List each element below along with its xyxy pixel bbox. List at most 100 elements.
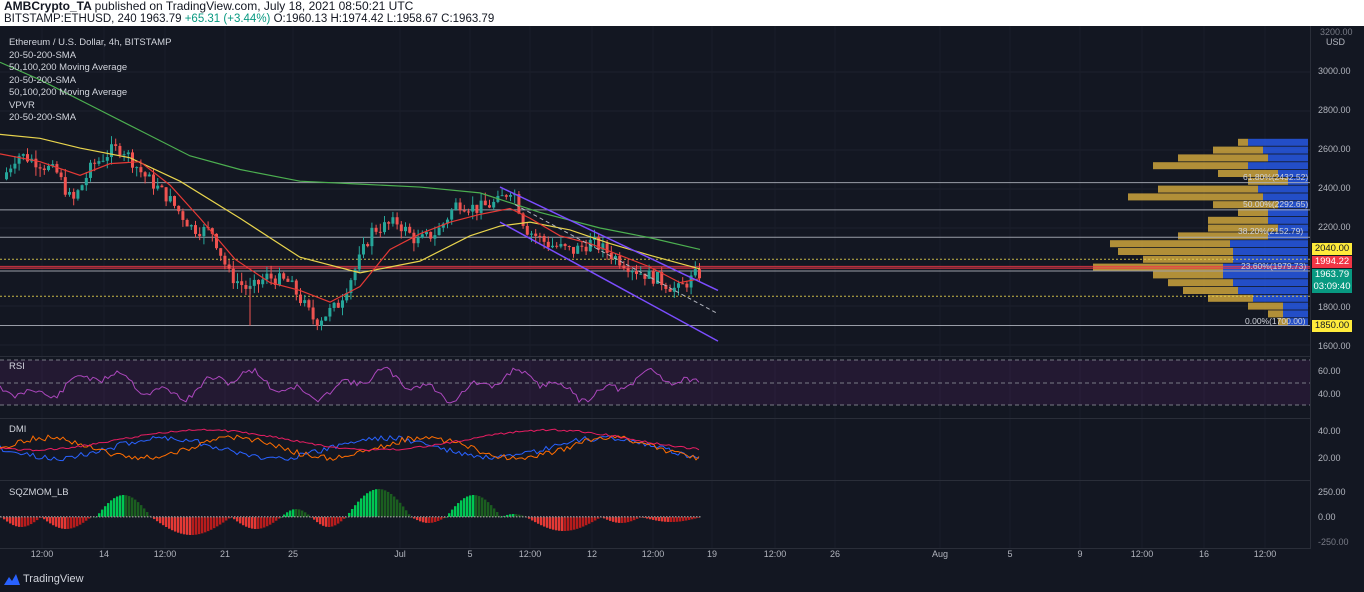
momentum-bar <box>537 517 540 524</box>
squeeze-dot <box>678 516 680 518</box>
momentum-bar <box>101 509 104 517</box>
candle-body <box>80 185 84 191</box>
squeeze-momentum-pane <box>0 489 701 535</box>
momentum-bar <box>564 517 567 531</box>
squeeze-dot <box>219 516 221 518</box>
momentum-bar <box>606 517 609 520</box>
momentum-bar <box>570 517 573 531</box>
candle-body <box>324 316 328 321</box>
chart-plot-area[interactable] <box>0 26 1310 549</box>
momentum-bar <box>643 517 646 518</box>
pane-separator[interactable] <box>0 418 1310 419</box>
candle-body <box>462 210 466 212</box>
squeeze-dot <box>240 516 242 518</box>
candle-body <box>597 236 601 250</box>
legend-item[interactable]: 20-50-200-SMA <box>9 50 77 61</box>
squeeze-dot <box>288 516 290 518</box>
candle-body <box>546 241 550 248</box>
momentum-bar <box>416 517 419 521</box>
candle-body <box>630 271 634 273</box>
momentum-bar <box>9 517 12 524</box>
squeeze-dot <box>312 516 314 518</box>
legend-item[interactable]: 50,100,200 Moving Average <box>9 62 128 73</box>
squeeze-dot <box>516 516 518 518</box>
squeeze-dot <box>153 516 155 518</box>
squeeze-dot <box>84 516 86 518</box>
channel-lower-line <box>499 221 719 342</box>
squeeze-dot <box>48 516 50 518</box>
price-axis[interactable] <box>1310 26 1364 549</box>
squeeze-dot <box>468 516 470 518</box>
squeeze-dot <box>120 516 122 518</box>
momentum-bar <box>125 495 128 517</box>
dmi-minus-line <box>0 434 700 462</box>
momentum-bar <box>328 517 331 527</box>
rsi-title[interactable]: RSI <box>9 361 25 372</box>
legend-item[interactable]: VPVR <box>9 100 35 111</box>
momentum-bar <box>396 499 399 517</box>
momentum-bar <box>591 517 594 523</box>
momentum-bar <box>481 497 484 517</box>
time-axis-label: 5 <box>1007 549 1013 559</box>
momentum-bar <box>316 517 319 523</box>
support-price-tag: 1850.00 <box>1312 320 1352 332</box>
momentum-bar <box>242 517 245 526</box>
candle-body <box>198 233 202 237</box>
squeeze-dot <box>453 516 455 518</box>
squeeze-dot <box>567 516 569 518</box>
candle-body <box>387 222 391 224</box>
sma-50-line <box>0 133 701 274</box>
squeeze-dot <box>510 516 512 518</box>
squeeze-dot <box>30 516 32 518</box>
sqzmom-title[interactable]: SQZMOM_LB <box>9 487 69 498</box>
author-name[interactable]: AMBCrypto_TA <box>4 0 92 13</box>
squeeze-dot <box>672 516 674 518</box>
squeeze-dot <box>0 516 2 518</box>
momentum-bar <box>67 517 70 529</box>
candle-body <box>362 244 365 255</box>
squeeze-dot <box>216 516 218 518</box>
pane-separator[interactable] <box>0 356 1310 357</box>
dmi-title[interactable]: DMI <box>9 424 27 435</box>
momentum-bar <box>140 505 143 517</box>
squeeze-dot <box>459 516 461 518</box>
momentum-bar <box>137 502 140 517</box>
rsi-axis-label: 60.00 <box>1318 366 1341 376</box>
vpvr-buy-bar <box>1278 201 1308 209</box>
squeeze-dot <box>606 516 608 518</box>
pane-separator[interactable] <box>0 480 1310 481</box>
rsi-pane <box>0 359 1310 406</box>
candle-body <box>660 272 664 286</box>
momentum-bar <box>621 517 624 523</box>
candle-body <box>147 174 151 177</box>
price-axis-label: 2800.00 <box>1318 105 1351 115</box>
squeeze-dot <box>168 516 170 518</box>
squeeze-dot <box>279 516 281 518</box>
momentum-bar <box>79 517 82 525</box>
squeeze-dot <box>597 516 599 518</box>
legend-item[interactable]: 20-50-200-SMA <box>9 112 77 123</box>
squeeze-dot <box>249 516 251 518</box>
squeeze-dot <box>444 516 446 518</box>
legend-item[interactable]: 20-50-200-SMA <box>9 75 77 86</box>
squeeze-dot <box>54 516 56 518</box>
momentum-bar <box>431 517 434 523</box>
squeeze-dot <box>123 516 125 518</box>
squeeze-dot <box>243 516 245 518</box>
squeeze-dot <box>618 516 620 518</box>
squeeze-dot <box>363 516 365 518</box>
candle-body <box>219 248 223 256</box>
vpvr-buy-bar <box>1263 146 1308 154</box>
brand-name[interactable]: TradingView <box>23 573 84 585</box>
momentum-bar <box>331 517 334 527</box>
vpvr-sell-bar <box>1208 294 1253 302</box>
squeeze-dot <box>573 516 575 518</box>
squeeze-dot <box>420 516 422 518</box>
legend-item[interactable]: 50,100,200 Moving Average <box>9 87 128 98</box>
momentum-bar <box>509 514 512 517</box>
descending-channel[interactable] <box>499 186 719 342</box>
price-axis-top: 3200.00 <box>1320 27 1353 37</box>
momentum-bar <box>143 508 146 517</box>
candle-body <box>168 196 172 202</box>
candle-body <box>5 172 8 180</box>
